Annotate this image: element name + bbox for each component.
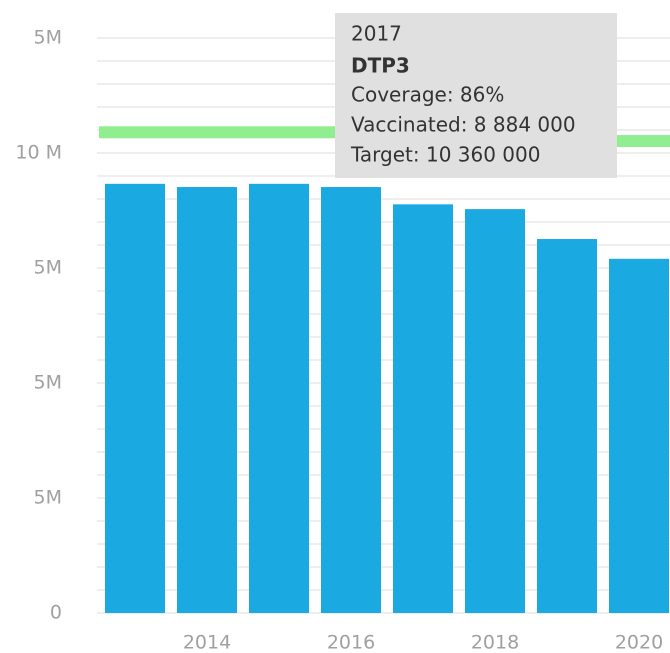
y-tick-label: 0 xyxy=(50,602,62,624)
bar xyxy=(249,183,309,613)
target-line xyxy=(99,126,171,139)
tooltip: 2017 DTP3 Coverage: 86% Vaccinated: 8 88… xyxy=(335,13,617,178)
y-tick-label: 10 M xyxy=(15,142,62,164)
bar xyxy=(105,183,165,613)
y-tick-label: 5M xyxy=(34,257,62,279)
y-tick-label: 5M xyxy=(34,487,62,509)
target-line xyxy=(603,135,670,148)
bar xyxy=(321,187,381,614)
x-tick-label: 2016 xyxy=(327,632,375,653)
target-line xyxy=(171,126,243,139)
bar xyxy=(177,187,237,614)
x-tick-label: 2014 xyxy=(183,632,231,653)
bar xyxy=(609,258,669,613)
x-tick-label: 2018 xyxy=(471,632,519,653)
y-tick-label: 5M xyxy=(34,27,62,49)
bar xyxy=(465,209,525,613)
tooltip-year: 2017 xyxy=(351,22,402,46)
tooltip-line: Vaccinated: 8 884 000 xyxy=(351,113,576,137)
target-line xyxy=(243,126,315,139)
y-tick-label: 5M xyxy=(34,372,62,394)
bar xyxy=(393,204,453,613)
tooltip-line: Coverage: 86% xyxy=(351,83,504,107)
x-tick-label: 2020 xyxy=(615,632,663,653)
tooltip-line: Target: 10 360 000 xyxy=(350,143,540,167)
tooltip-box xyxy=(335,13,617,178)
tooltip-title: DTP3 xyxy=(351,54,410,78)
bar xyxy=(537,239,597,613)
